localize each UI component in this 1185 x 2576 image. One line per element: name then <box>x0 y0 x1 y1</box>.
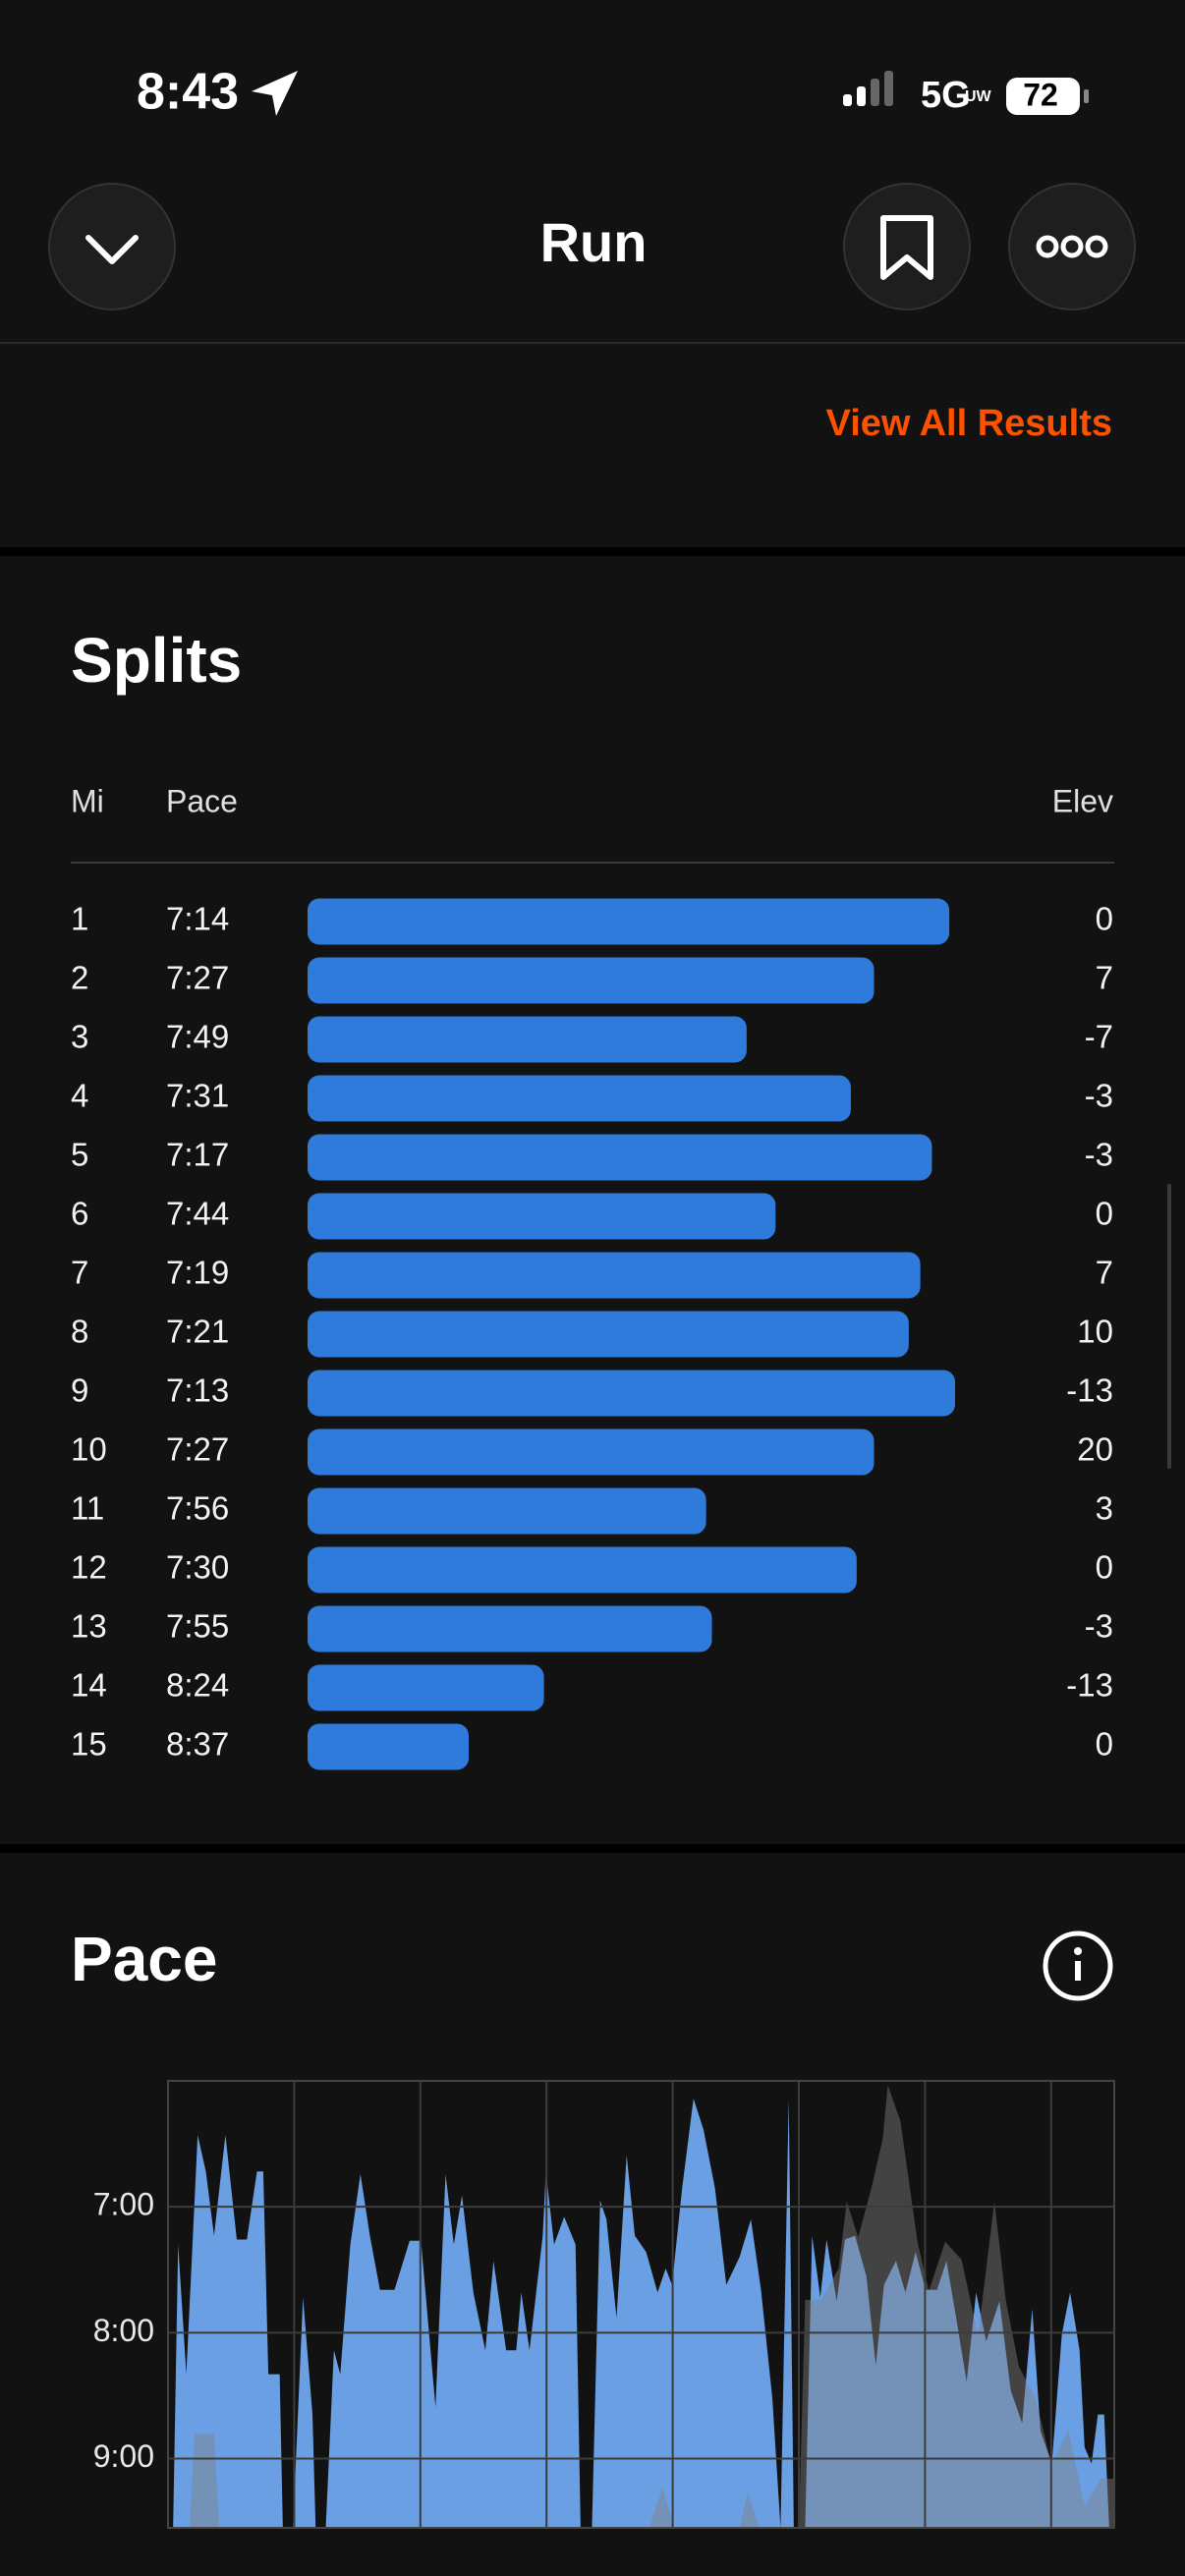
more-icon <box>1036 235 1108 258</box>
split-bar <box>308 1664 544 1711</box>
split-mile: 15 <box>71 1726 107 1763</box>
split-pace: 7:27 <box>166 1431 229 1468</box>
y-tick-label: 8:00 <box>93 2313 154 2348</box>
split-mile: 1 <box>71 901 88 937</box>
split-pace: 7:17 <box>166 1137 229 1173</box>
split-elev: 0 <box>1096 1549 1113 1586</box>
pace-area <box>168 2085 1114 2528</box>
split-elev: 7 <box>1096 960 1113 996</box>
split-elev: 10 <box>1077 1314 1113 1350</box>
split-bar <box>308 957 875 1004</box>
split-bar <box>308 1487 706 1535</box>
split-pace: 7:27 <box>166 960 229 996</box>
split-mile: 5 <box>71 1137 88 1173</box>
network: 5G <box>921 75 971 116</box>
split-mile: 2 <box>71 960 88 996</box>
split-bar <box>308 1370 955 1417</box>
split-elev: 0 <box>1096 1196 1113 1232</box>
split-mile: 4 <box>71 1078 88 1114</box>
network-sub: UW <box>965 88 992 105</box>
view-all-results[interactable]: View All Results <box>826 403 1112 444</box>
split-elev: 7 <box>1096 1255 1113 1291</box>
split-pace: 7:21 <box>166 1314 229 1350</box>
header-divider <box>71 862 1114 864</box>
plot-border <box>167 2080 1115 2529</box>
splits-title: Splits <box>71 625 242 696</box>
section-separator <box>0 547 1185 556</box>
column-header: Mi <box>71 783 104 818</box>
split-elev: 3 <box>1096 1490 1113 1527</box>
section-separator <box>0 1844 1185 1853</box>
info-icon <box>1075 1961 1081 1981</box>
split-mile: 6 <box>71 1196 88 1232</box>
y-tick-label: 7:00 <box>93 2187 154 2222</box>
split-mile: 3 <box>71 1019 88 1055</box>
split-pace: 7:13 <box>166 1372 229 1409</box>
split-bar <box>308 1193 776 1240</box>
split-rows: 1 7:14 0 2 7:27 7 3 7:49 -7 4 7:31 -3 5 7:17 -3 6 7:44 0 7… <box>71 898 1113 1770</box>
split-pace: 7:31 <box>166 1078 229 1114</box>
bookmark-button[interactable] <box>843 183 971 310</box>
pace-title: Pace <box>71 1924 217 1994</box>
more-button[interactable] <box>1008 183 1136 310</box>
split-elev: -13 <box>1066 1372 1113 1409</box>
chevron-icon <box>85 235 139 264</box>
split-elev: -3 <box>1085 1137 1113 1173</box>
split-elev: 20 <box>1077 1431 1113 1468</box>
split-bar <box>308 1723 469 1770</box>
battery-level: 72 <box>1023 77 1058 112</box>
split-pace: 7:56 <box>166 1490 229 1527</box>
split-bar <box>308 898 950 945</box>
split-elev: -3 <box>1085 1078 1113 1114</box>
scrollbar <box>1167 1184 1171 1469</box>
pace-chart: 7:00 8:00 9:00 <box>93 2080 1115 2529</box>
split-bar <box>308 1605 712 1652</box>
split-elev: 0 <box>1096 901 1113 937</box>
split-mile: 11 <box>71 1490 104 1527</box>
info-button[interactable] <box>1043 1931 1113 2001</box>
split-bar <box>308 1428 875 1476</box>
split-pace: 7:30 <box>166 1549 229 1586</box>
split-mile: 13 <box>71 1608 107 1645</box>
split-pace: 7:55 <box>166 1608 229 1645</box>
split-pace: 8:37 <box>166 1726 229 1763</box>
split-bar <box>308 1311 909 1358</box>
divider <box>0 342 1185 344</box>
split-elev: -13 <box>1066 1667 1113 1704</box>
column-header: Pace <box>166 783 238 818</box>
split-mile: 14 <box>71 1667 107 1704</box>
bookmark-icon <box>880 215 933 280</box>
split-bar <box>308 1016 747 1063</box>
split-mile: 10 <box>71 1431 107 1468</box>
split-mile: 8 <box>71 1314 88 1350</box>
split-elev: 0 <box>1096 1726 1113 1763</box>
split-pace: 7:19 <box>166 1255 229 1291</box>
info-icon-dot <box>1074 1947 1082 1955</box>
split-mile: 7 <box>71 1255 88 1291</box>
signal-icon <box>843 71 893 106</box>
collapse-button[interactable] <box>48 183 176 310</box>
split-pace: 7:49 <box>166 1019 229 1055</box>
split-pace: 7:14 <box>166 901 229 937</box>
split-mile: 12 <box>71 1549 107 1586</box>
battery <box>1006 78 1080 115</box>
y-tick-label: 9:00 <box>93 2438 154 2474</box>
location-icon <box>252 71 298 116</box>
column-header: Elev <box>1052 783 1113 818</box>
split-elev: -3 <box>1085 1608 1113 1645</box>
nav-title: Run <box>540 211 648 273</box>
split-mile: 9 <box>71 1372 88 1409</box>
split-bar <box>308 1546 857 1594</box>
split-bar <box>308 1134 932 1181</box>
battery-tip <box>1084 89 1089 103</box>
split-bar <box>308 1075 851 1122</box>
split-bar <box>308 1252 921 1299</box>
pace-area <box>173 2098 1109 2528</box>
clock: 8:43 <box>137 64 239 121</box>
split-pace: 7:44 <box>166 1196 229 1232</box>
split-elev: -7 <box>1085 1019 1113 1055</box>
split-pace: 8:24 <box>166 1667 229 1704</box>
